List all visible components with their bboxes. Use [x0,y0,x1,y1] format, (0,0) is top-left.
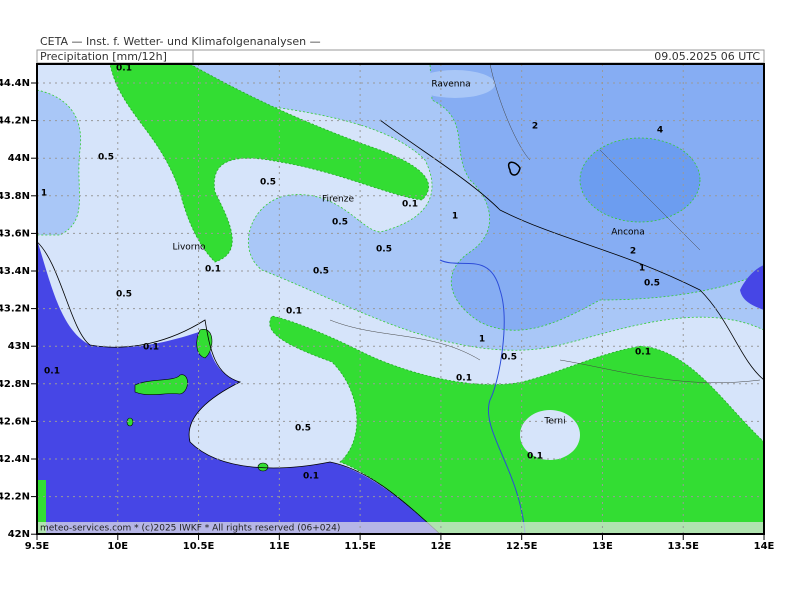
contour-label: 0.5 [501,353,517,363]
boundary [329,64,761,383]
contour-label: 4 [657,126,663,136]
lon-label: 11E [269,541,290,552]
map-frame [36,63,765,535]
field-light [520,410,580,460]
lat-label: 42N [8,529,30,540]
island [126,417,134,427]
lon-label: 11.5E [344,541,376,552]
institute: CETA — Inst. f. Wetter- und Klimafolgena… [40,35,321,48]
valid-time: 09.05.2025 06 UTC [654,50,760,63]
lat-label: 44.4N [0,78,30,89]
contour-label: 0.1 [635,348,651,358]
lon-label: 9.5E [25,541,50,552]
island [134,374,188,396]
contour-label: 0.5 [313,267,329,277]
lon-label: 10.5E [183,541,215,552]
contour-label: 0.5 [295,424,311,434]
contour-label: 2 [532,122,538,132]
contour-label: 0.1 [143,343,159,353]
lon-label: 10E [107,541,128,552]
contour-label: 1 [452,212,458,222]
contour-label: 0.1 [527,452,543,462]
lat-label: 43.8N [0,191,30,202]
contour-label: 0.5 [332,218,348,228]
field-deep [579,137,701,223]
contour-label: 0.1 [456,374,472,384]
contour-label: 0.1 [205,265,221,275]
lon-label: 14E [754,541,775,552]
map-title: Precipitation [mm/12h] [40,50,167,63]
contour-label: 0.5 [98,153,114,163]
contour-label: 0.1 [286,307,302,317]
contour-label: 0.5 [260,178,276,188]
field-mid [37,89,82,236]
field-green [109,64,429,263]
map [37,64,764,534]
contour-label: 1 [479,335,485,345]
place-label: Firenze [322,195,354,205]
footer-band [37,522,764,534]
place-label: Livorno [172,243,206,253]
lat-label: 44N [8,153,30,164]
lon-label: 13E [592,541,613,552]
island [257,462,269,472]
contour-label: 0.5 [644,279,660,289]
river [439,259,526,534]
place-label: Ancona [611,228,645,238]
contour-label: 0.5 [376,245,392,255]
contour-label: 0.1 [44,367,60,377]
lat-label: 43N [8,341,30,352]
grid [31,64,765,540]
coastline [37,241,441,534]
place-label: Terni [543,417,565,427]
contour-label: 1 [41,189,47,199]
lat-label: 43.6N [0,228,30,239]
contour-label: 0.1 [402,200,418,210]
border [508,161,521,176]
lat-label: 42.6N [0,416,30,427]
contour-label: 0.1 [303,472,319,482]
contour-label: 0.5 [116,290,132,300]
sea [37,240,440,534]
lat-label: 43.4N [0,266,30,277]
lat-label: 42.4N [0,454,30,465]
lat-label: 42.8N [0,379,30,390]
lon-label: 12.5E [506,541,538,552]
footer: meteo-services.com * (c)2025 IWKF * All … [40,524,340,534]
place-label: Ravenna [431,80,470,90]
sea [740,265,764,310]
lat-label: 44.2N [0,116,30,127]
lon-label: 13.5E [667,541,699,552]
field-green [37,480,46,534]
contour-label: 0.1 [116,64,132,74]
lat-label: 42.2N [0,492,30,503]
coastline [379,119,764,381]
lon-label: 12E [431,541,452,552]
contour-label: 2 [630,247,636,257]
contour-label: 1 [639,264,645,274]
field-mid [415,70,495,98]
lat-label: 43.2N [0,304,30,315]
